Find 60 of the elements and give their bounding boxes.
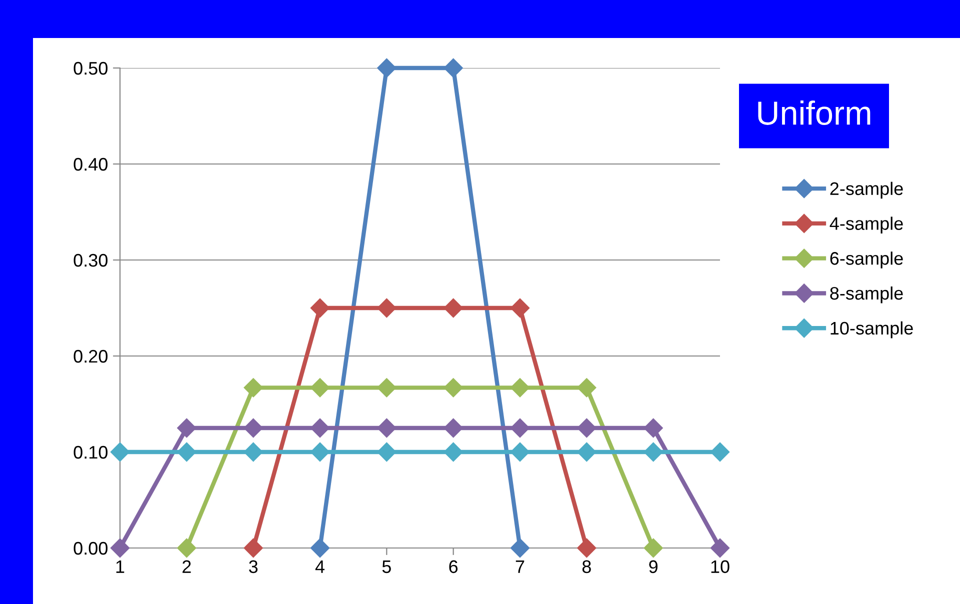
point — [177, 418, 196, 438]
y-tick-label: 0.10 — [74, 446, 108, 459]
point — [310, 378, 330, 398]
x-tick-label: 1 — [116, 560, 124, 573]
legend-label: 8-sample — [830, 286, 903, 304]
point — [377, 58, 396, 78]
point — [244, 538, 263, 558]
point — [510, 378, 530, 398]
x-tick-label: 8 — [582, 560, 591, 574]
point — [244, 442, 263, 462]
y-tick-label: 0.20 — [74, 350, 108, 363]
point — [510, 442, 530, 462]
text: Uniform — [758, 100, 870, 125]
point — [577, 538, 596, 558]
x-tick-label: 2 — [182, 560, 191, 573]
legend-label: 2-sample — [830, 182, 903, 199]
point — [177, 442, 196, 462]
point — [710, 538, 730, 558]
point — [310, 442, 330, 462]
point — [577, 418, 596, 438]
x-tick-label: 7 — [516, 560, 524, 573]
point — [710, 442, 730, 462]
legend-label: 6-sample — [830, 252, 903, 268]
point — [644, 538, 663, 558]
point — [377, 442, 396, 462]
point — [444, 418, 463, 438]
point — [510, 418, 530, 438]
x-tick-label: 9 — [649, 560, 658, 574]
y-tick-label: 0.30 — [74, 254, 108, 267]
y-tick-label: 0.50 — [74, 62, 108, 75]
point — [377, 418, 396, 438]
point — [644, 418, 663, 438]
point — [510, 298, 530, 318]
legend-label: 10-sample — [830, 321, 913, 338]
point — [377, 378, 396, 398]
point — [577, 378, 596, 398]
point — [444, 442, 463, 462]
x-tick-label: 10 — [711, 560, 730, 574]
y-tick-label: 0.40 — [74, 158, 108, 171]
point — [244, 378, 263, 398]
x-tick-label: 5 — [382, 560, 391, 574]
y-tick-label: 0.00 — [74, 542, 108, 555]
x-tick-label: 6 — [449, 560, 458, 574]
point — [444, 378, 463, 398]
point — [310, 298, 330, 318]
point — [177, 538, 196, 558]
x-tick-label: 3 — [249, 560, 258, 574]
x-tick-label: 4 — [315, 560, 324, 573]
point — [310, 538, 330, 558]
point — [444, 298, 463, 318]
point — [377, 298, 396, 318]
point — [110, 442, 130, 462]
point — [310, 418, 330, 438]
point — [244, 418, 263, 438]
point — [644, 442, 663, 462]
point — [444, 58, 463, 78]
point — [110, 538, 130, 558]
point — [510, 538, 530, 558]
legend-label: 4-sample — [830, 216, 903, 234]
point — [577, 442, 596, 462]
